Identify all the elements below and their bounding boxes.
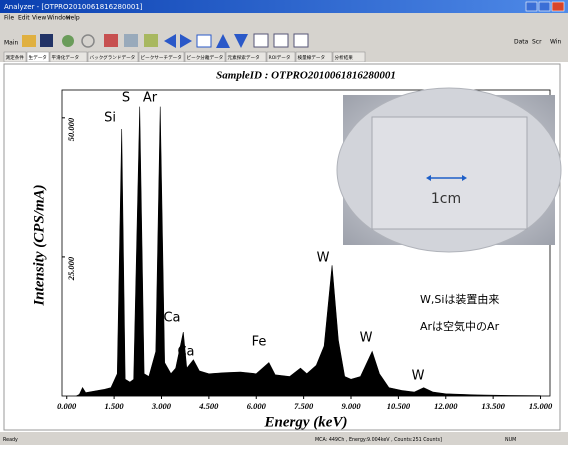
copy-icon[interactable] — [124, 34, 138, 47]
x-tick-label: 15.000 — [529, 401, 553, 411]
window-icon[interactable] — [254, 34, 268, 47]
peak-label: Si — [104, 111, 116, 126]
minimize-button[interactable] — [526, 2, 537, 11]
y-axis-label: Intensity (CPS/mA) — [31, 184, 47, 306]
graph-icon[interactable] — [274, 34, 288, 47]
chart-icon[interactable] — [104, 34, 118, 47]
tab-label[interactable]: バックグランドデータ — [90, 54, 136, 61]
window-title: Analyzer - [OTPRO2010061816280001] — [4, 3, 143, 11]
tab-label[interactable]: 測定条件 — [6, 54, 25, 61]
peak-label: S — [122, 91, 130, 106]
tool-icon[interactable] — [144, 34, 158, 47]
open-icon[interactable] — [22, 35, 36, 47]
y-tick-label: 25.000 — [66, 256, 76, 281]
peak-label: Ar — [143, 91, 158, 106]
x-tick-label: 10.500 — [387, 401, 411, 411]
toolbar-button[interactable]: Data — [514, 39, 529, 46]
x-tick-label: 6.000 — [247, 401, 267, 411]
x-tick-label: 3.000 — [151, 401, 172, 411]
peak-label: W — [412, 369, 425, 384]
status-bar — [0, 433, 568, 445]
zoom-button[interactable] — [197, 35, 211, 47]
sample-window — [372, 117, 527, 229]
tab-label[interactable]: 分析結果 — [335, 54, 354, 61]
menu-item[interactable]: File — [4, 15, 14, 22]
toolbar-button[interactable]: Scr — [532, 39, 542, 46]
tab-label[interactable]: 検量線データ — [298, 54, 326, 61]
tab-label[interactable]: 元素探索データ — [228, 54, 260, 61]
toolbar-label: Main — [4, 40, 19, 47]
peak-label: Ca — [163, 311, 180, 326]
app-window: Analyzer - [OTPRO2010061816280001] File E… — [0, 0, 568, 445]
peak-label: W — [317, 251, 330, 266]
status-text: NUM — [505, 437, 516, 443]
x-tick-label: 0.000 — [57, 401, 77, 411]
chart-title: SampleID : OTPRO2010061816280001 — [216, 70, 396, 82]
x-tick-label: 12.000 — [434, 401, 458, 411]
note: Arは空気中のAr — [420, 319, 500, 333]
x-axis-label: Energy (keV) — [264, 414, 348, 430]
y-tick-label: 50.000 — [66, 117, 76, 141]
scale-label: 1cm — [431, 191, 461, 207]
peak-label: Fe — [252, 335, 267, 350]
status-text: MCA: 449Ch , Energy:9.004keV , Counts:25… — [315, 437, 442, 443]
menu-item[interactable]: Edit — [18, 15, 30, 22]
x-tick-label: 13.500 — [481, 401, 505, 411]
x-tick-label: 1.500 — [105, 401, 125, 411]
note: W,Siは装置由来 — [420, 292, 499, 306]
peak-label: W — [360, 331, 373, 346]
close-button[interactable] — [552, 2, 564, 11]
x-tick-label: 7.500 — [294, 401, 314, 411]
blank-icon[interactable] — [294, 34, 308, 47]
tab-label[interactable]: 生データ — [29, 54, 47, 61]
menu-item[interactable]: View — [32, 15, 46, 22]
save-icon[interactable] — [40, 34, 53, 47]
maximize-button[interactable] — [539, 2, 550, 11]
peak-label: Ca — [177, 345, 194, 360]
tab-label[interactable]: ピークサーチデータ — [141, 54, 182, 61]
search-icon[interactable] — [62, 35, 74, 47]
tab-label[interactable]: ピーク分離データ — [187, 54, 224, 61]
status-text: Ready — [3, 437, 18, 443]
photo-inset: 1cm — [337, 88, 561, 252]
tab-label[interactable]: ROIデータ — [269, 54, 291, 61]
x-tick-label: 9.000 — [341, 401, 361, 411]
tab-label[interactable]: 平滑化データ — [52, 54, 80, 61]
menu-item[interactable]: Help — [66, 15, 80, 22]
toolbar-button[interactable]: Win — [550, 39, 561, 46]
x-tick-label: 4.500 — [198, 401, 219, 411]
